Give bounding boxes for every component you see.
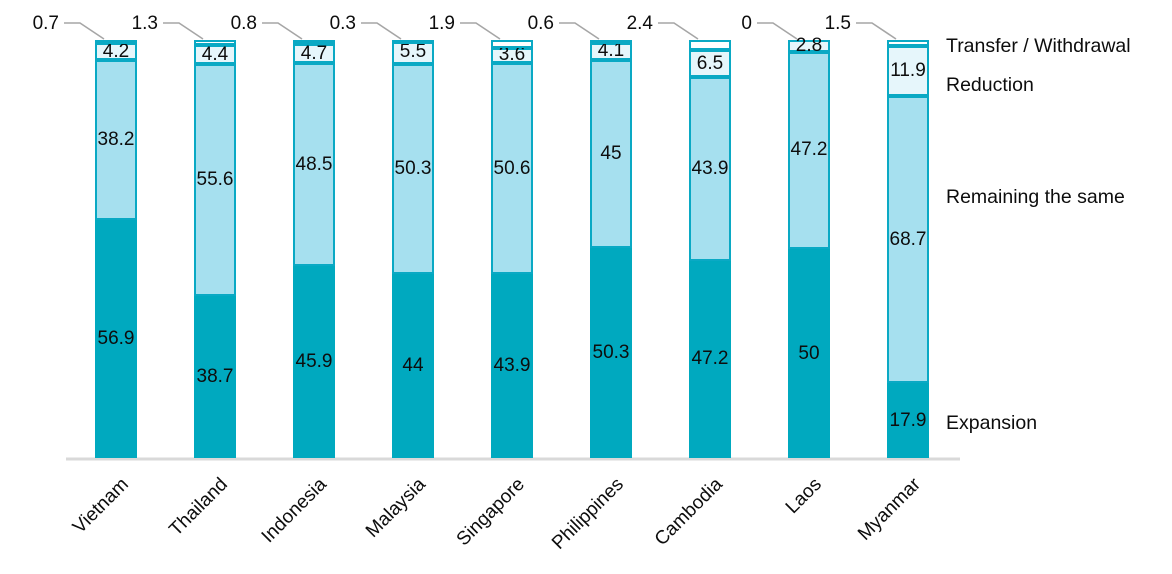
bar-segment-malaysia-transfer-withdrawal (392, 39, 434, 44)
bar-segment-malaysia-expansion (392, 274, 434, 458)
bar-segment-thailand-transfer-withdrawal (194, 40, 236, 46)
segment-value-label: 4.4 (201, 43, 229, 65)
bar-segment-laos-reduction (788, 40, 830, 52)
bar-segment-thailand-reduction (194, 45, 236, 64)
bar-segment-laos-remaining-the-same (788, 51, 830, 249)
segment-value-label: 50.3 (394, 157, 432, 179)
callout-leader-line (856, 22, 897, 40)
segment-value-label: 55.6 (196, 169, 234, 191)
callout-value-label: 2.4 (626, 13, 653, 34)
segment-value-label: 50.6 (493, 157, 531, 179)
segment-value-label: 47.2 (691, 348, 729, 370)
segment-value-label: 68.7 (889, 228, 927, 250)
segment-value-label: 4.7 (300, 42, 328, 64)
segment-value-label: 4.2 (102, 40, 130, 62)
legend-transfer-withdrawal: Transfer / Withdrawal (946, 35, 1131, 57)
segment-value-label: 47.2 (790, 139, 828, 161)
segment-value-label: 50 (798, 342, 820, 364)
bar-segment-myanmar-remaining-the-same (887, 96, 929, 384)
segment-value-label: 38.7 (196, 366, 234, 388)
bar-segment-cambodia-transfer-withdrawal (689, 40, 731, 51)
legend-remaining-the-same: Remaining the same (946, 186, 1125, 208)
callout-value-label: 0.3 (329, 13, 356, 34)
callout-value-label: 1.5 (824, 13, 851, 34)
bar-segment-myanmar-transfer-withdrawal (887, 40, 929, 47)
segment-value-label: 50.3 (592, 341, 630, 363)
callout-value-label: 1.3 (131, 13, 158, 34)
callout-value-label: 0.6 (527, 13, 554, 34)
bar-segment-singapore-transfer-withdrawal (491, 40, 533, 48)
segment-value-label: 11.9 (890, 60, 926, 82)
segment-value-label: 6.5 (696, 52, 724, 74)
segment-value-label: 38.2 (97, 129, 135, 151)
segment-value-label: 17.9 (889, 409, 927, 431)
bar-segment-vietnam-expansion (95, 220, 137, 458)
bar-segment-cambodia-expansion (689, 260, 731, 458)
bar-segment-cambodia-remaining-the-same (689, 77, 731, 261)
bar-segment-philippines-transfer-withdrawal (590, 40, 632, 44)
callout-value-label: 1.9 (428, 13, 455, 34)
segment-value-label: 2.8 (795, 34, 823, 56)
segment-value-label: 45 (600, 142, 622, 164)
bar-segment-indonesia-remaining-the-same (293, 63, 335, 267)
bar-segment-malaysia-remaining-the-same (392, 63, 434, 275)
axis-category-label-vietnam: Vietnam (68, 474, 133, 538)
bar-segment-thailand-remaining-the-same (194, 63, 236, 297)
bar-segment-philippines-remaining-the-same (590, 59, 632, 248)
bar-segment-vietnam-remaining-the-same (95, 60, 137, 221)
bar-segment-thailand-expansion (194, 296, 236, 458)
segment-value-label: 44 (402, 355, 424, 377)
segment-value-label: 3.6 (498, 44, 526, 66)
callout-value-label: 0.8 (230, 13, 257, 34)
segment-value-label: 4.1 (597, 40, 625, 62)
bar-segment-vietnam-transfer-withdrawal (95, 40, 137, 44)
callout-value-label: 0.7 (32, 13, 59, 34)
callout-value-label: 0 (741, 13, 752, 34)
bar-segment-singapore-reduction (491, 47, 533, 63)
segment-value-label: 43.9 (493, 355, 531, 377)
bar-segment-indonesia-expansion (293, 266, 335, 458)
segment-value-label: 5.5 (399, 41, 427, 63)
bar-segment-philippines-expansion (590, 247, 632, 458)
bar-segment-indonesia-transfer-withdrawal (293, 40, 335, 45)
segment-value-label: 43.9 (691, 157, 729, 179)
bar-segment-myanmar-reduction (887, 46, 929, 96)
bar-segment-laos-expansion (788, 249, 830, 458)
segment-value-label: 48.5 (295, 153, 333, 175)
bar-segment-myanmar-expansion (887, 383, 929, 458)
legend-expansion: Expansion (946, 412, 1038, 434)
segment-value-label: 45.9 (295, 351, 333, 373)
bar-segment-singapore-expansion (491, 274, 533, 458)
bar-segment-indonesia-reduction (293, 43, 335, 64)
legend-reduction: Reduction (946, 74, 1034, 96)
bar-segment-cambodia-reduction (689, 50, 731, 78)
segment-value-label: 56.9 (97, 328, 135, 350)
bar-segment-singapore-remaining-the-same (491, 62, 533, 275)
